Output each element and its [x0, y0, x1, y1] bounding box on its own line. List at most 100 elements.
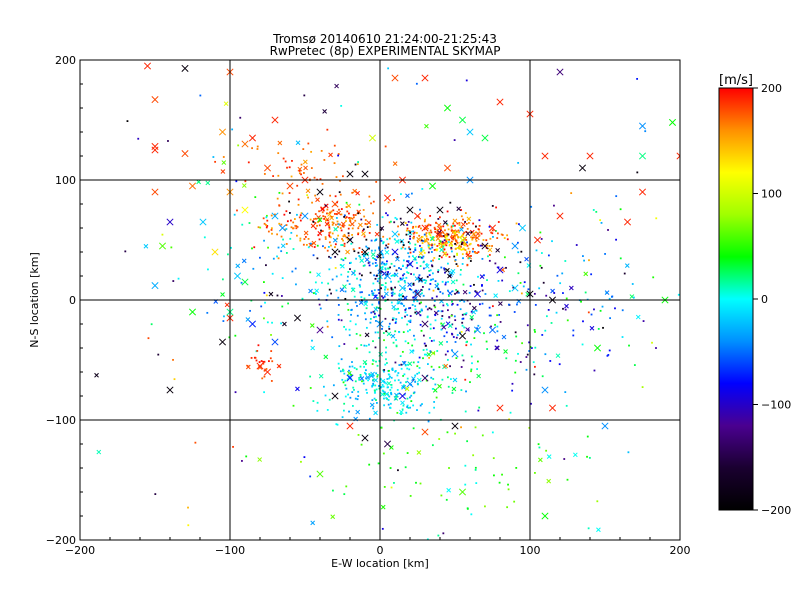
data-point-dot	[456, 265, 459, 268]
data-point-dot	[458, 222, 461, 224]
data-point-cross	[263, 368, 272, 376]
data-point-dot	[507, 483, 509, 486]
data-point-dot	[471, 236, 474, 239]
data-point-cross	[355, 190, 360, 196]
data-point-dot	[368, 232, 371, 234]
data-point-dot	[413, 391, 416, 394]
data-point-dot	[241, 460, 243, 462]
data-point-dot	[385, 212, 387, 215]
data-point-dot	[157, 353, 160, 356]
data-point-dot	[371, 262, 374, 265]
data-point-dot	[472, 247, 475, 250]
data-point-cross	[308, 288, 313, 294]
data-point-dot	[335, 176, 338, 178]
data-point-dot	[462, 218, 464, 221]
data-point-dot	[256, 148, 259, 150]
data-point-dot	[414, 249, 417, 252]
data-point-dot	[497, 232, 499, 235]
data-point-dot	[321, 230, 324, 232]
data-point-dot	[389, 407, 392, 409]
data-point-dot	[425, 348, 428, 351]
data-point-dot	[299, 237, 302, 240]
data-point-dot	[429, 337, 431, 339]
data-point-dot	[448, 238, 451, 241]
data-point-cross	[447, 290, 453, 296]
data-point-dot	[486, 244, 489, 247]
data-point-dot	[353, 273, 356, 276]
data-point-dot	[433, 304, 436, 307]
data-point-dot	[375, 399, 377, 401]
data-point-dot	[547, 309, 550, 311]
data-point-dot	[400, 413, 402, 416]
data-point-dot	[373, 316, 375, 319]
data-point-dot	[461, 241, 464, 244]
data-point-dot	[397, 280, 400, 283]
data-point-dot	[379, 377, 382, 380]
data-point-dot	[437, 271, 440, 273]
data-point-dot	[390, 392, 393, 395]
data-point-dot	[477, 228, 480, 231]
data-point-dot	[439, 216, 441, 219]
data-point-dot	[468, 243, 471, 246]
data-point-dot	[417, 276, 420, 279]
data-point-dot	[452, 238, 455, 241]
data-point-dot	[361, 291, 363, 294]
data-point-dot	[427, 244, 430, 247]
data-point-dot	[461, 263, 464, 265]
data-point-dot	[446, 350, 449, 353]
data-point-dot	[442, 304, 445, 307]
data-point-dot	[353, 295, 356, 298]
data-point-dot	[364, 363, 367, 366]
data-point-dot	[302, 148, 305, 150]
data-point-dot	[349, 218, 351, 221]
data-point-cross	[346, 170, 354, 178]
data-point-dot	[328, 234, 331, 237]
data-point-dot	[410, 192, 413, 195]
data-point-dot	[326, 212, 328, 215]
data-point-dot	[337, 362, 340, 365]
data-point-dot	[441, 315, 444, 317]
data-point-dot	[381, 327, 383, 330]
data-point-dot	[382, 332, 385, 334]
data-point-cross	[355, 409, 361, 415]
data-point-dot	[371, 293, 374, 296]
data-point-dot	[458, 231, 460, 234]
data-point-dot	[381, 216, 384, 219]
data-point-dot	[547, 254, 550, 257]
data-point-cross	[181, 64, 189, 72]
data-point-dot	[344, 297, 347, 300]
data-point-dot	[454, 341, 457, 343]
data-point-dot	[324, 215, 327, 218]
data-point-dot	[288, 200, 290, 203]
data-point-dot	[403, 287, 406, 290]
data-point-dot	[441, 240, 444, 243]
data-point-dot	[420, 247, 423, 249]
data-point-dot	[388, 395, 391, 398]
data-point-cross	[421, 224, 429, 232]
data-point-dot	[339, 179, 341, 182]
data-point-dot	[541, 334, 544, 336]
data-point-dot	[465, 390, 467, 393]
data-point-dot	[440, 317, 443, 320]
data-point-dot	[360, 443, 363, 446]
data-point-dot	[563, 458, 566, 460]
data-point-dot	[581, 343, 584, 346]
data-point-cross	[624, 263, 630, 268]
data-point-dot	[390, 393, 393, 396]
data-point-dot	[432, 289, 435, 292]
data-point-dot	[608, 297, 611, 300]
data-point-dot	[359, 365, 362, 368]
data-point-dot	[517, 161, 520, 164]
data-point-cross	[638, 188, 647, 196]
data-point-dot	[434, 280, 437, 283]
data-point-dot	[301, 297, 304, 300]
data-point-dot	[393, 238, 396, 241]
data-point-dot	[341, 244, 344, 246]
data-point-dot	[466, 507, 469, 510]
data-point-dot	[343, 402, 346, 405]
data-point-cross	[330, 514, 336, 520]
data-point-dot	[340, 258, 343, 261]
data-point-dot	[172, 358, 174, 361]
data-point-cross	[460, 222, 466, 227]
data-point-dot	[384, 363, 387, 366]
